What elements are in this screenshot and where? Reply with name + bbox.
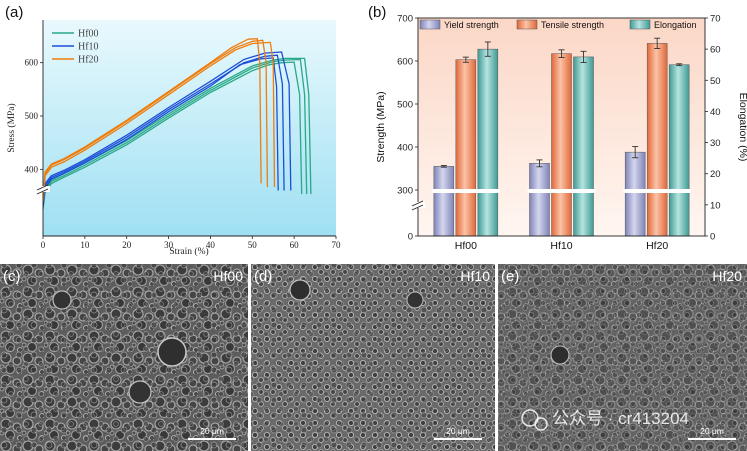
y2-tick-label-b: 70 xyxy=(710,14,721,25)
x-tick-label-a: 70 xyxy=(332,240,342,250)
y2-tick-label-b: 30 xyxy=(710,138,721,149)
bar-elongation-hf00 xyxy=(477,48,499,237)
panel-b-label: (b) xyxy=(368,4,386,21)
panel-b-strength-bar-chart: (b) 0 300 400 500 600 700 0 10 20 30 40 50 60 70 Hf0… xyxy=(368,4,747,252)
sem-tag-hf10: Hf10 xyxy=(460,268,490,284)
y2-tick-label-b: 20 xyxy=(710,169,721,180)
panel-c-label: (c) xyxy=(3,268,21,285)
y-tick-label-b: 400 xyxy=(397,143,413,154)
break-band-hf20 xyxy=(623,189,692,193)
x-ticks-a: 0 10 20 30 40 50 60 70 xyxy=(41,236,341,250)
x-tick-label-a: 40 xyxy=(206,240,216,250)
legend-label-elongation: Elongation xyxy=(654,20,697,30)
curve-hf10-3 xyxy=(43,57,279,207)
curve-hf00-1 xyxy=(43,58,308,209)
legend-swatch-elongation xyxy=(629,19,651,30)
scale-label-e: 20 μm xyxy=(700,426,724,436)
legend-label-hf10: Hf10 xyxy=(78,42,99,53)
y-tick-label-a: 600 xyxy=(25,58,39,68)
x-tick-label-a: 10 xyxy=(80,240,90,250)
break-band-hf00 xyxy=(431,189,500,193)
y-ticks-a: 400 500 600 xyxy=(25,58,43,174)
sem-tag-hf20: Hf20 xyxy=(712,268,742,284)
legend-b: Yield strength Tensile strength Elongation xyxy=(419,19,697,30)
bar-yield-strength-hf00 xyxy=(433,166,455,237)
y-tick-label-a: 400 xyxy=(25,164,39,174)
x-tick-label-b: Hf00 xyxy=(455,240,477,252)
legend-label-tensile-strength: Tensile strength xyxy=(541,20,604,30)
plot-area-a xyxy=(43,20,336,236)
break-band-hf10 xyxy=(527,189,596,193)
y-axis-label-b: Strength (MPa) xyxy=(375,91,387,162)
scale-label-d: 20 μm xyxy=(446,426,470,436)
y2-tick-label-b: 0 xyxy=(710,232,715,243)
y-axis-label-a: Stress (MPa) xyxy=(6,103,17,152)
y-tick-label-b: 600 xyxy=(397,57,413,68)
x-tick-label-a: 20 xyxy=(122,240,132,250)
axis-break-b xyxy=(411,200,425,211)
y-tick-label-a: 500 xyxy=(25,111,39,121)
bar-break-marks xyxy=(431,189,692,193)
legend-label-yield-strength: Yield strength xyxy=(444,20,499,30)
bar-tensile-strength-hf20 xyxy=(646,43,668,237)
bar-elongation-hf10 xyxy=(573,56,594,237)
bar-tensile-strength-hf10 xyxy=(551,53,572,237)
x-tick-label-b: Hf20 xyxy=(646,240,668,252)
sem-tag-hf00: Hf00 xyxy=(213,268,243,284)
panel-a-stress-strain-chart: (a) 0 10 20 30 40 50 60 70 400 500 600 Strain (%)… xyxy=(5,4,341,257)
y2-tick-label-b: 60 xyxy=(710,45,721,56)
legend-swatch-yield-strength xyxy=(419,19,441,30)
panel-a-label: (a) xyxy=(5,4,23,21)
x-tick-label-a: 60 xyxy=(290,240,300,250)
x-tick-label-a: 0 xyxy=(41,240,46,250)
axis-break-a xyxy=(36,184,50,195)
x-tick-label-a: 30 xyxy=(164,240,174,250)
curve-hf20-1 xyxy=(43,39,269,202)
plot-frame-b xyxy=(417,17,706,237)
y-tick-label-b: 0 xyxy=(408,232,413,243)
x-tick-label-a: 50 xyxy=(248,240,258,250)
curve-hf20-2 xyxy=(43,41,276,203)
legend-a: Hf00 Hf10 Hf20 xyxy=(52,29,99,66)
y-tick-label-b: 300 xyxy=(397,186,413,197)
curve-hf00-2 xyxy=(43,57,312,205)
watermark-text: 公众号 · cr413204 xyxy=(552,409,689,428)
legend-label-hf20: Hf20 xyxy=(78,55,99,66)
sem-panel-e: (e) Hf20 20 μm 公众号 · cr413204 xyxy=(498,264,747,451)
y-tick-label-b: 700 xyxy=(397,14,413,25)
y2-ticks-b: 0 10 20 30 40 50 60 70 xyxy=(705,14,721,243)
legend-label-hf00: Hf00 xyxy=(78,29,99,40)
bar-yield-strength-hf10 xyxy=(529,163,550,237)
y2-tick-label-b: 40 xyxy=(710,107,721,118)
curve-hf00-3 xyxy=(43,61,303,210)
bar-marks-b xyxy=(433,37,690,237)
panel-e-label: (e) xyxy=(501,268,519,285)
stress-strain-curves xyxy=(43,38,312,210)
scale-label-c: 20 μm xyxy=(200,426,224,436)
bar-tensile-strength-hf00 xyxy=(455,59,477,237)
watermark: 公众号 · cr413204 xyxy=(521,409,689,431)
y2-axis-label-b: Elongation (%) xyxy=(737,93,747,162)
y2-tick-label-b: 50 xyxy=(710,76,721,87)
y2-tick-label-b: 10 xyxy=(710,200,721,211)
curve-hf10-1 xyxy=(43,54,285,205)
bar-elongation-hf20 xyxy=(668,64,690,237)
x-tick-label-b: Hf10 xyxy=(550,240,572,252)
x-axis-label-a: Strain (%) xyxy=(169,246,208,257)
sem-panel-c: (c) Hf00 20 μm xyxy=(0,264,248,451)
legend-swatch-tensile-strength xyxy=(516,19,538,30)
curve-hf10-2 xyxy=(43,51,292,202)
x-ticks-b: Hf00 Hf10 Hf20 xyxy=(455,240,669,252)
panel-d-label: (d) xyxy=(254,268,272,285)
y-ticks-b: 0 300 400 500 600 700 xyxy=(397,14,418,243)
sem-panel-d: (d) Hf10 20 μm xyxy=(251,264,495,451)
y-tick-label-b: 500 xyxy=(397,100,413,111)
bar-yield-strength-hf20 xyxy=(624,151,646,237)
curve-hf20-3 xyxy=(43,38,262,200)
